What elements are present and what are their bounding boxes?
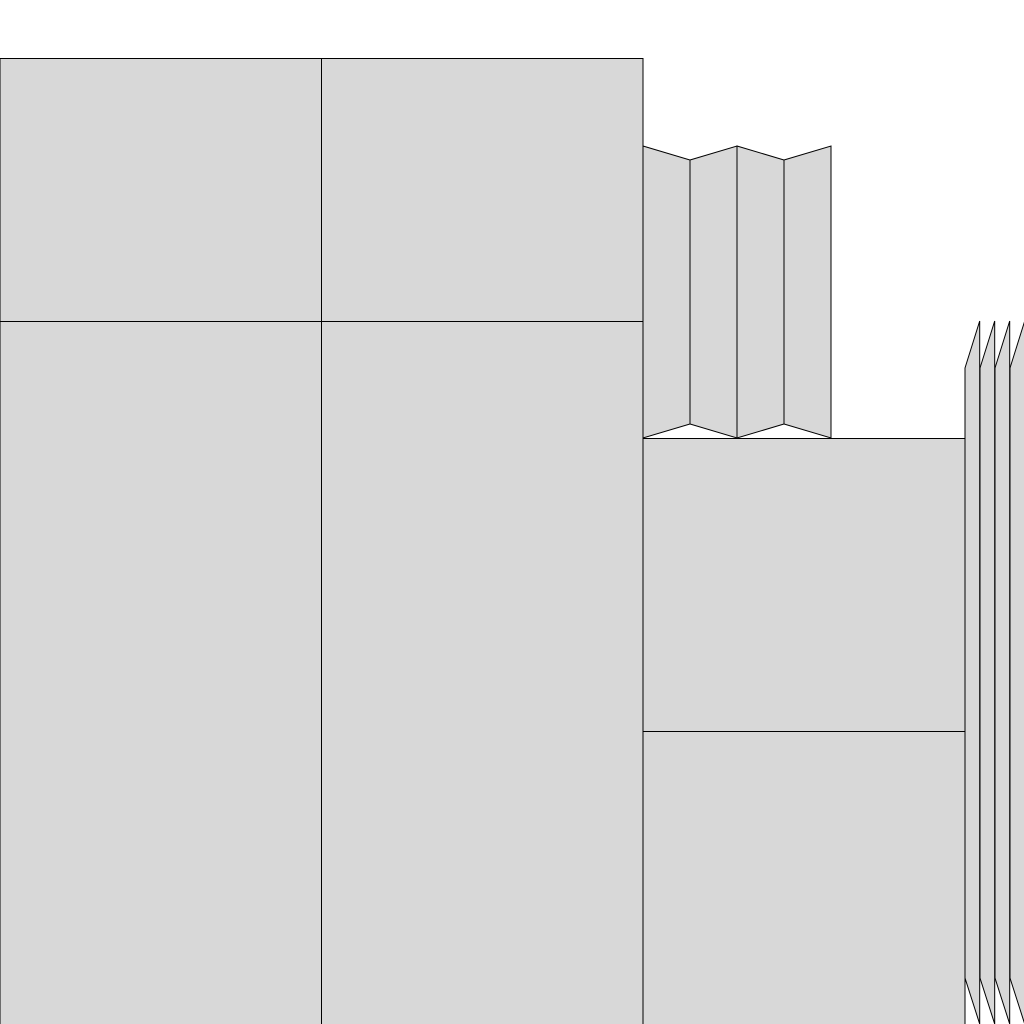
slanted-strip [1009,321,1024,1024]
panel-top-left [0,58,322,322]
panel-right-upper [642,438,966,732]
folded-strip [689,145,738,439]
folded-strip [736,145,785,439]
panel-top-middle [321,58,644,322]
folded-strip [783,145,832,439]
folded-strip [642,145,691,439]
folded-strips-middle [642,145,832,439]
panel-right-lower [642,731,966,1024]
folded-strips-right [964,320,1024,1024]
panel-bottom-middle [321,321,644,1024]
slanted-strip [964,320,981,1024]
panel-bottom-left [0,321,322,1024]
slanted-strip [994,320,1011,1024]
slanted-strip [979,320,996,1024]
